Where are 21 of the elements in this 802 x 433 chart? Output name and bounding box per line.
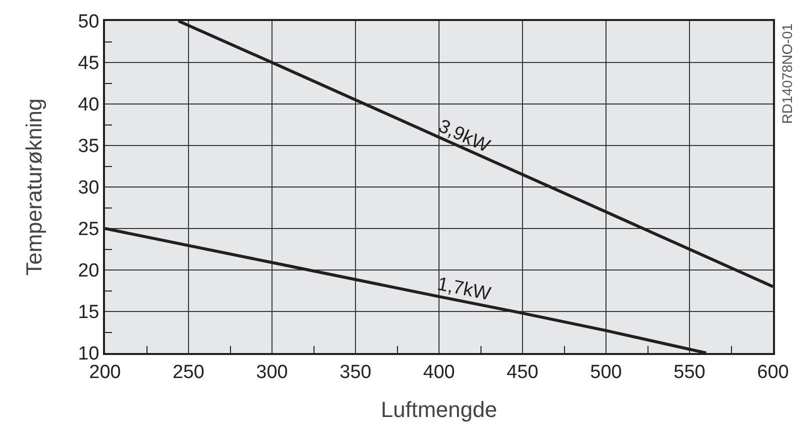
y-axis-title: Temperaturøkning: [21, 98, 46, 276]
x-tick-label: 250: [172, 362, 204, 383]
y-tick-label: 40: [78, 94, 100, 116]
x-axis-title: Luftmengde: [380, 397, 498, 422]
y-tick-label: 50: [78, 12, 100, 33]
y-tick-label: 25: [78, 219, 100, 240]
y-tick-label: 45: [78, 53, 100, 74]
text: 3,9kW: [435, 116, 493, 158]
x-tick-label: 500: [590, 362, 622, 383]
y-tick-label: 35: [78, 136, 100, 158]
y-tick-label: 30: [78, 178, 100, 199]
x-tick-label: 300: [256, 362, 288, 383]
x-tick-label: 400: [423, 362, 455, 383]
y-tick-label: 15: [78, 302, 100, 324]
x-tick-label: 350: [340, 362, 372, 383]
text: 1,7kW: [435, 274, 492, 306]
x-tick-label: 550: [674, 362, 706, 383]
x-tick-label: 450: [506, 362, 538, 383]
text: RD14078NO-01: [778, 23, 795, 124]
x-tick-label: 600: [757, 362, 789, 383]
y-tick-label: 20: [78, 260, 100, 282]
